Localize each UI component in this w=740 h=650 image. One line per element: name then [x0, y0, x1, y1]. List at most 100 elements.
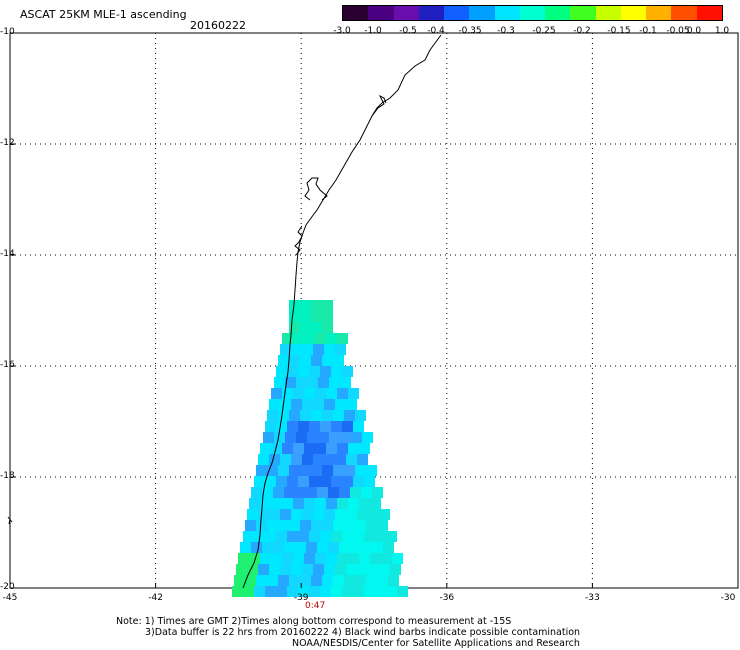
longitude-label: -33	[585, 593, 600, 603]
colorbar-segment	[671, 6, 697, 20]
swath-cell	[282, 553, 293, 564]
colorbar-segment	[494, 6, 520, 20]
swath-cell	[322, 355, 333, 366]
swath-cell	[267, 465, 278, 476]
swath-cell	[260, 443, 271, 454]
swath-cell	[326, 553, 337, 564]
swath-cell	[293, 333, 304, 344]
swath-cell	[273, 542, 284, 553]
swath-cell	[274, 377, 285, 388]
swath-cell	[256, 575, 267, 586]
swath-cell	[359, 443, 370, 454]
swath-cell	[335, 399, 346, 410]
swath-cell	[322, 575, 333, 586]
swath-cell	[306, 542, 317, 553]
swath-cell	[353, 531, 364, 542]
swath-cell	[269, 564, 280, 575]
swath-cell	[280, 399, 291, 410]
swath-cell	[322, 322, 333, 333]
colorbar-segment	[444, 6, 470, 20]
swath-cell	[366, 465, 377, 476]
swath-cell	[318, 377, 329, 388]
swath-cell	[340, 432, 351, 443]
swath-cell	[368, 509, 379, 520]
note-line-3: NOAA/NESDIS/Center for Satellite Applica…	[292, 638, 580, 649]
swath-cell	[289, 322, 300, 333]
swath-cell	[315, 388, 326, 399]
swath-cell	[326, 443, 337, 454]
colorbar-segment	[368, 6, 394, 20]
swath-cell	[324, 344, 335, 355]
colorbar-tick-label: -0.15	[607, 26, 631, 36]
swath-cell	[348, 498, 359, 509]
swath-cell	[313, 564, 324, 575]
swath-cell	[366, 575, 377, 586]
swath-cell	[339, 542, 350, 553]
swath-cell	[269, 399, 280, 410]
swath-cell	[265, 421, 276, 432]
swath-cell	[322, 300, 333, 311]
swath-cell	[375, 531, 386, 542]
swath-cell	[346, 564, 357, 575]
swath-cell	[311, 465, 322, 476]
swath-cell	[267, 410, 278, 421]
swath-cell	[238, 553, 249, 564]
swath-cell	[333, 575, 344, 586]
swath-cell	[304, 443, 315, 454]
swath-cell	[317, 542, 328, 553]
swath-cell	[243, 586, 254, 597]
swath-cell	[320, 531, 331, 542]
swath-cell	[331, 476, 342, 487]
swath-cell	[295, 542, 306, 553]
swath-cell	[315, 553, 326, 564]
swath-cell	[346, 454, 357, 465]
swath-cell	[287, 366, 298, 377]
swath-cell	[280, 509, 291, 520]
swath-cell	[361, 487, 372, 498]
swath-cell	[346, 509, 357, 520]
swath-cell	[342, 531, 353, 542]
swath-cell	[282, 333, 293, 344]
swath-cell	[335, 454, 346, 465]
swath-cell	[284, 542, 295, 553]
swath-cell	[359, 553, 370, 564]
swath-cell	[280, 344, 291, 355]
swath-cell	[355, 410, 366, 421]
swath-cell	[339, 487, 350, 498]
swath-cell	[346, 399, 357, 410]
swath-cell	[333, 355, 344, 366]
swath-cell	[326, 388, 337, 399]
swath-cell	[289, 575, 300, 586]
longitude-label: -39	[293, 593, 309, 603]
swath-cell	[377, 575, 388, 586]
swath-cell	[296, 432, 307, 443]
swath-cell	[348, 443, 359, 454]
swath-cell	[326, 498, 337, 509]
swath-cell	[278, 575, 289, 586]
swath-cell	[247, 564, 258, 575]
colorbar-segment	[595, 6, 621, 20]
swath-cell	[295, 487, 306, 498]
swath-cell	[243, 531, 254, 542]
color-scale-ticks: -3.0 -1.0 -0.5 -0.4 -0.35 -0.3 -0.25 -0.2 -0.15-…	[330, 26, 730, 38]
color-scale-bar	[342, 5, 723, 21]
swath-cell	[278, 355, 289, 366]
swath-cell	[287, 531, 298, 542]
swath-cell	[240, 542, 251, 553]
swath-cell	[302, 509, 313, 520]
swath-cell	[247, 509, 258, 520]
swath-cell	[285, 377, 296, 388]
colorbar-tick-label: -0.05	[666, 26, 690, 36]
swath-cell	[322, 520, 333, 531]
colorbar-segment	[393, 6, 419, 20]
swath-cell	[289, 410, 300, 421]
swath-cell	[333, 520, 344, 531]
swath-cell	[276, 421, 287, 432]
swath-cell	[320, 366, 331, 377]
swath-cell	[386, 531, 397, 542]
swath-cell	[251, 487, 262, 498]
swath-cell	[280, 454, 291, 465]
swath-cell	[300, 575, 311, 586]
swath-cell	[357, 454, 368, 465]
